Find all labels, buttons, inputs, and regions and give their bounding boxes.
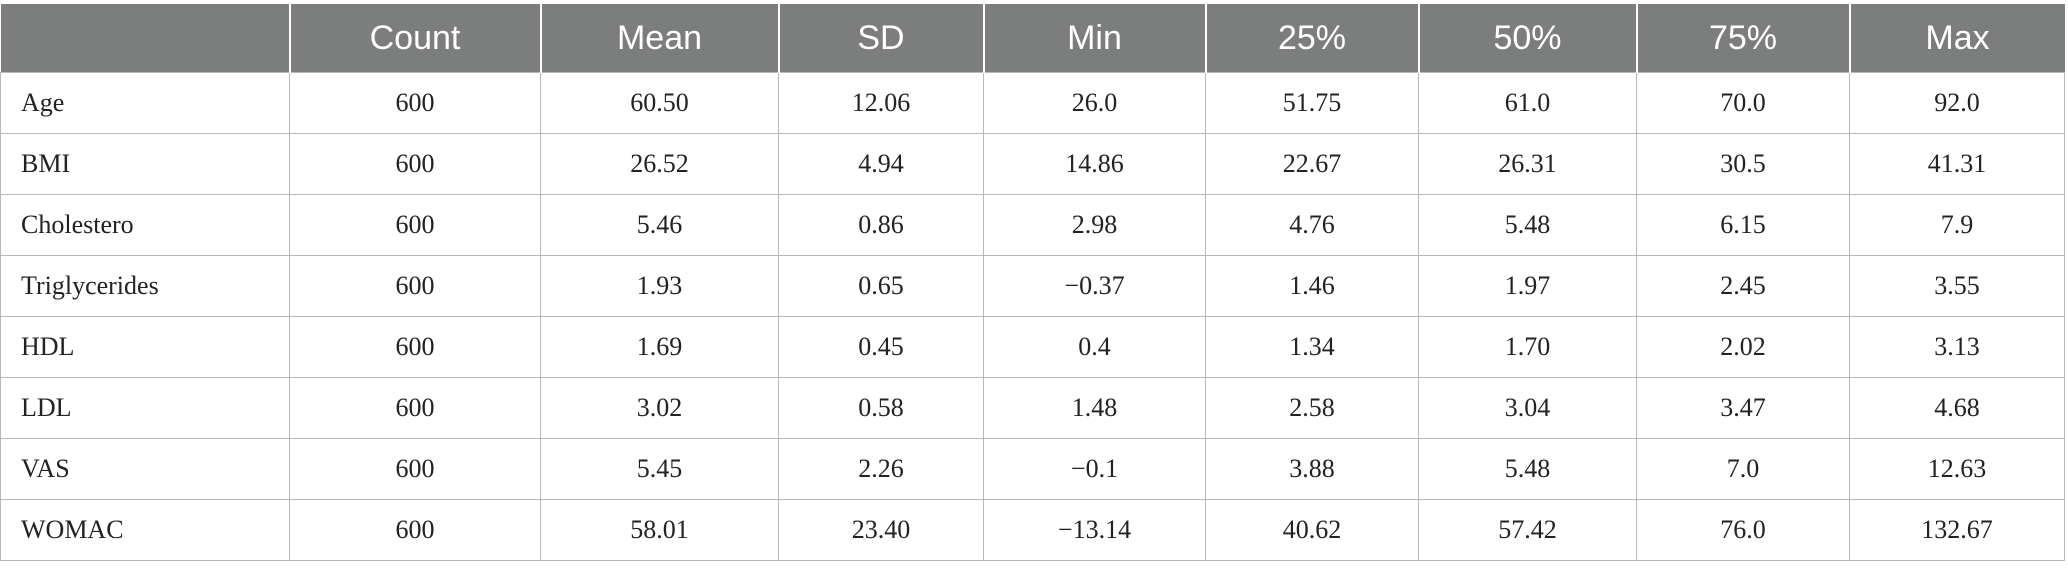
table-cell: 3.13: [1849, 316, 2065, 378]
table-cell: 1.97: [1418, 255, 1637, 317]
row-label: VAS: [0, 438, 290, 500]
table-header: Count Mean SD Min 25% 50% 75% Max: [0, 4, 2065, 73]
table-cell: 41.31: [1849, 133, 2065, 195]
table-cell: 1.46: [1205, 255, 1419, 317]
table-cell: 132.67: [1849, 499, 2065, 561]
table-cell: 5.48: [1418, 194, 1637, 256]
table-cell: 3.02: [540, 377, 779, 439]
table-cell: 14.86: [983, 133, 1206, 195]
table-row: Cholestero 600 5.46 0.86 2.98 4.76 5.48 …: [0, 194, 2065, 256]
row-label: HDL: [0, 316, 290, 378]
row-label: Triglycerides: [0, 255, 290, 317]
table-cell: 3.47: [1636, 377, 1850, 439]
table-cell: 5.45: [540, 438, 779, 500]
table-cell: 23.40: [778, 499, 984, 561]
table-cell: 1.70: [1418, 316, 1637, 378]
table-cell: 57.42: [1418, 499, 1637, 561]
header-cell-mean: Mean: [539, 4, 779, 73]
descriptive-statistics-table: Count Mean SD Min 25% 50% 75% Max Age 60…: [0, 4, 2065, 561]
table-cell: −13.14: [983, 499, 1206, 561]
table-cell: 26.31: [1418, 133, 1637, 195]
header-cell-min: Min: [982, 4, 1206, 73]
table-cell: 3.04: [1418, 377, 1637, 439]
table-cell: 7.0: [1636, 438, 1850, 500]
table-cell: 4.68: [1849, 377, 2065, 439]
table-row: LDL 600 3.02 0.58 1.48 2.58 3.04 3.47 4.…: [0, 377, 2065, 439]
table-cell: 60.50: [540, 72, 779, 134]
header-cell-25pct: 25%: [1204, 4, 1419, 73]
table-row: WOMAC 600 58.01 23.40 −13.14 40.62 57.42…: [0, 499, 2065, 561]
header-cell-75pct: 75%: [1635, 4, 1850, 73]
row-label: BMI: [0, 133, 290, 195]
table-cell: 22.67: [1205, 133, 1419, 195]
table-body: Age 600 60.50 12.06 26.0 51.75 61.0 70.0…: [0, 72, 2065, 561]
table-cell: 2.98: [983, 194, 1206, 256]
table-cell: 2.58: [1205, 377, 1419, 439]
table-cell: 6.15: [1636, 194, 1850, 256]
header-cell-max: Max: [1848, 4, 2065, 73]
table-cell: 61.0: [1418, 72, 1637, 134]
table-cell: 92.0: [1849, 72, 2065, 134]
table-cell: 12.63: [1849, 438, 2065, 500]
table-cell: 70.0: [1636, 72, 1850, 134]
table-cell: −0.1: [983, 438, 1206, 500]
table-cell: 3.55: [1849, 255, 2065, 317]
row-label: Age: [0, 72, 290, 134]
table-cell: 58.01: [540, 499, 779, 561]
table-cell: 76.0: [1636, 499, 1850, 561]
table-cell: 5.48: [1418, 438, 1637, 500]
table-cell: 2.45: [1636, 255, 1850, 317]
table-cell: 600: [289, 377, 541, 439]
header-cell-50pct: 50%: [1417, 4, 1637, 73]
statistics-table-container: Count Mean SD Min 25% 50% 75% Max Age 60…: [0, 4, 2065, 561]
table-cell: 600: [289, 499, 541, 561]
table-cell: 0.65: [778, 255, 984, 317]
table-cell: 26.0: [983, 72, 1206, 134]
table-cell: −0.37: [983, 255, 1206, 317]
table-cell: 1.48: [983, 377, 1206, 439]
row-label: LDL: [0, 377, 290, 439]
table-cell: 2.26: [778, 438, 984, 500]
table-cell: 0.58: [778, 377, 984, 439]
row-label: Cholestero: [0, 194, 290, 256]
header-row: Count Mean SD Min 25% 50% 75% Max: [0, 4, 2065, 73]
table-cell: 0.45: [778, 316, 984, 378]
table-cell: 600: [289, 194, 541, 256]
table-row: HDL 600 1.69 0.45 0.4 1.34 1.70 2.02 3.1…: [0, 316, 2065, 378]
table-cell: 0.4: [983, 316, 1206, 378]
table-cell: 2.02: [1636, 316, 1850, 378]
header-cell-sd: SD: [777, 4, 984, 73]
row-label: WOMAC: [0, 499, 290, 561]
table-cell: 600: [289, 316, 541, 378]
table-row: Triglycerides 600 1.93 0.65 −0.37 1.46 1…: [0, 255, 2065, 317]
table-cell: 4.94: [778, 133, 984, 195]
table-row: Age 600 60.50 12.06 26.0 51.75 61.0 70.0…: [0, 72, 2065, 134]
table-cell: 30.5: [1636, 133, 1850, 195]
table-cell: 12.06: [778, 72, 984, 134]
table-cell: 0.86: [778, 194, 984, 256]
table-cell: 600: [289, 133, 541, 195]
table-cell: 51.75: [1205, 72, 1419, 134]
header-cell-blank: [0, 4, 290, 73]
table-cell: 1.34: [1205, 316, 1419, 378]
table-cell: 5.46: [540, 194, 779, 256]
table-cell: 40.62: [1205, 499, 1419, 561]
table-cell: 4.76: [1205, 194, 1419, 256]
table-row: BMI 600 26.52 4.94 14.86 22.67 26.31 30.…: [0, 133, 2065, 195]
table-cell: 26.52: [540, 133, 779, 195]
header-cell-count: Count: [288, 4, 541, 73]
table-cell: 1.69: [540, 316, 779, 378]
table-cell: 3.88: [1205, 438, 1419, 500]
table-row: VAS 600 5.45 2.26 −0.1 3.88 5.48 7.0 12.…: [0, 438, 2065, 500]
table-cell: 7.9: [1849, 194, 2065, 256]
table-cell: 1.93: [540, 255, 779, 317]
table-cell: 600: [289, 72, 541, 134]
table-cell: 600: [289, 438, 541, 500]
table-cell: 600: [289, 255, 541, 317]
